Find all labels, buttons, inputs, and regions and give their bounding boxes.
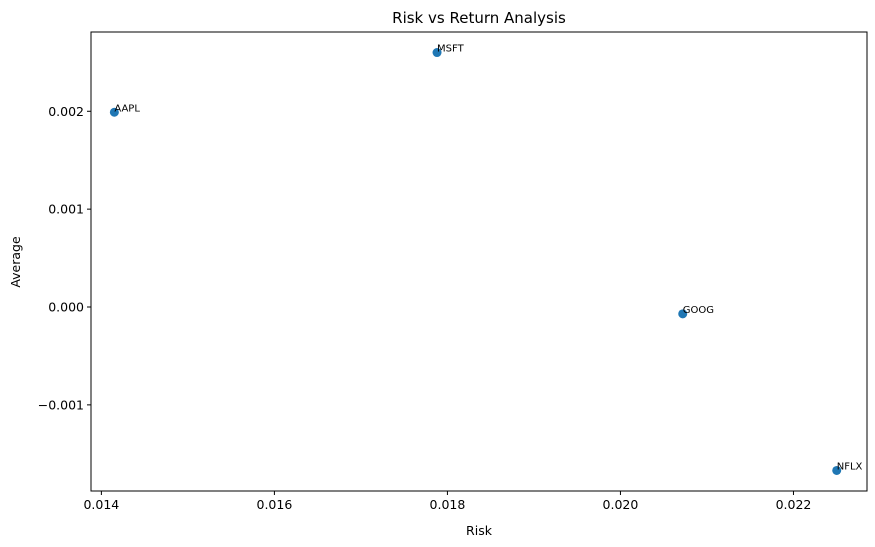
- data-point-label-goog: GOOG: [683, 305, 714, 316]
- x-tick-label: 0.016: [257, 497, 293, 512]
- x-axis-ticks: 0.014 0.016 0.018 0.020 0.022: [83, 491, 811, 512]
- data-point-msft: [432, 48, 442, 58]
- data-point-label-msft: MSFT: [437, 44, 465, 55]
- y-tick-label: 0.002: [48, 104, 84, 119]
- y-tick-label: 0.000: [48, 300, 84, 315]
- data-point-label-nflx: NFLX: [837, 461, 863, 472]
- x-tick-label: 0.020: [603, 497, 639, 512]
- data-point-nflx: [832, 465, 842, 475]
- x-tick-label: 0.022: [776, 497, 812, 512]
- y-tick-label: −0.001: [38, 397, 84, 412]
- data-points: AAPL MSFT GOOG NFLX: [109, 44, 863, 475]
- x-tick-label: 0.018: [430, 497, 466, 512]
- plot-area-frame: [90, 31, 868, 492]
- chart-title: Risk vs Return Analysis: [392, 9, 566, 27]
- y-tick-label: 0.001: [48, 202, 84, 217]
- data-point-label-aapl: AAPL: [114, 103, 140, 114]
- data-point-aapl: [109, 107, 119, 117]
- y-axis-ticks: −0.001 0.000 0.001 0.002: [38, 104, 91, 412]
- data-point-goog: [678, 309, 688, 319]
- x-axis-label: Risk: [466, 523, 493, 538]
- x-tick-label: 0.014: [83, 497, 119, 512]
- y-axis-label: Average: [8, 236, 23, 288]
